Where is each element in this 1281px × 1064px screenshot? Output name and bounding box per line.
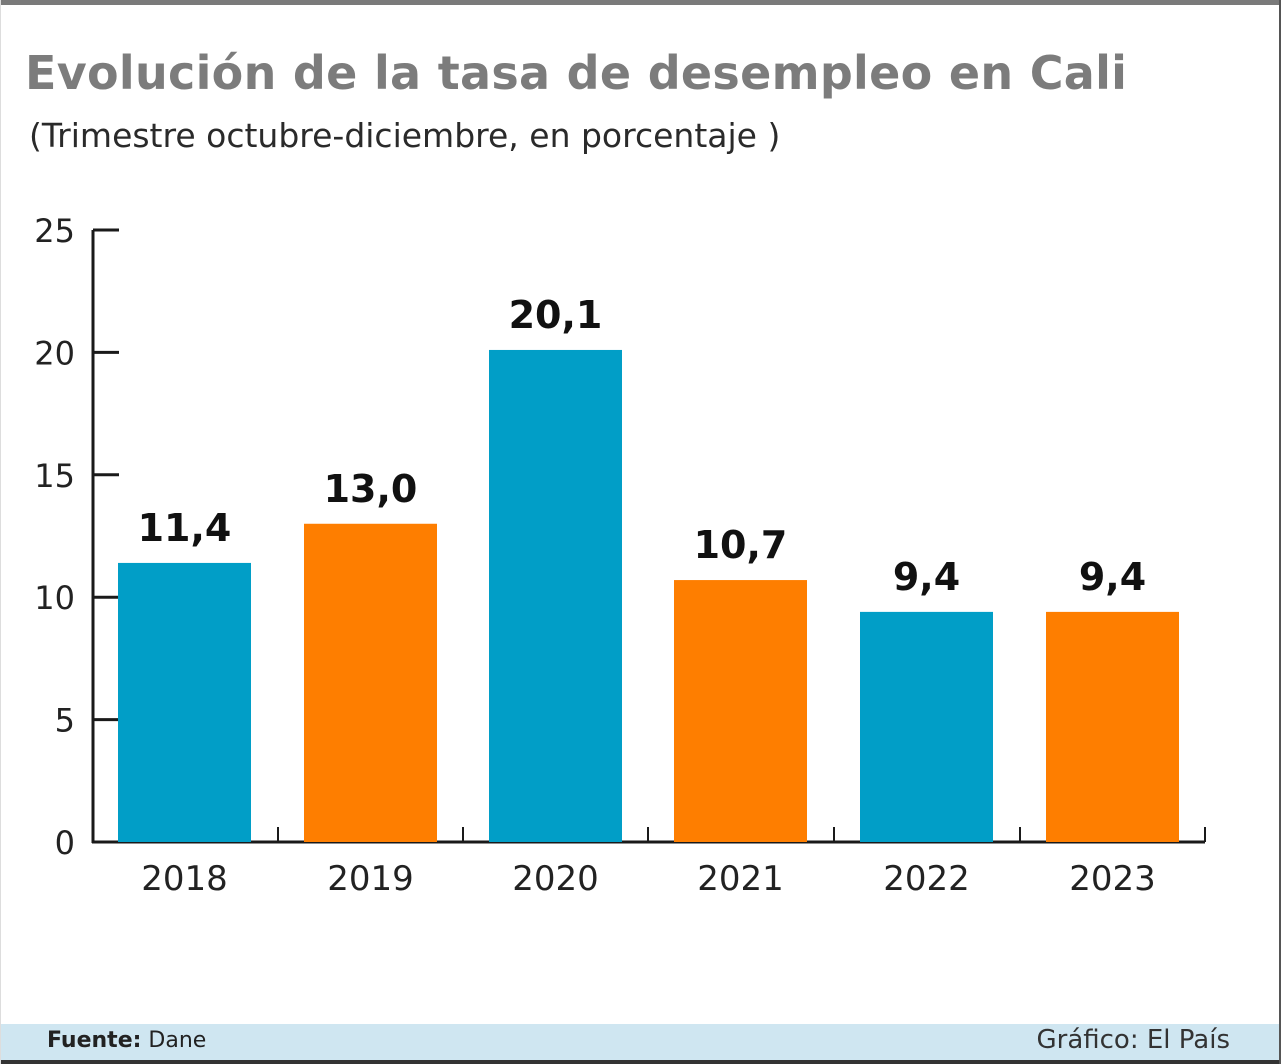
footer-bar: Fuente: Dane Gráfico: El País	[1, 1024, 1279, 1064]
data-label-2019: 13,0	[324, 467, 418, 511]
source-value: Dane	[148, 1028, 207, 1053]
data-label-2018: 11,4	[138, 506, 232, 550]
data-label-2021: 10,7	[694, 523, 788, 567]
bar-2023	[1046, 611, 1179, 842]
data-label-2020: 20,1	[509, 293, 603, 337]
bar-2021	[674, 580, 807, 842]
x-tick-label-2021: 2021	[697, 859, 784, 899]
top-rule	[1, 0, 1279, 5]
x-tick-label-2020: 2020	[512, 859, 599, 899]
y-tick-label-0: 0	[55, 824, 75, 862]
bar-chart: 0 5 10 15 20 25 11,4 2018 13,0 2019 20,1 2020 10,7 20…	[34, 212, 1206, 899]
data-label-2022: 9,4	[893, 555, 960, 599]
data-label-2023: 9,4	[1079, 555, 1146, 599]
x-tick-label-2019: 2019	[327, 859, 414, 899]
x-tick-label-2023: 2023	[1069, 859, 1156, 899]
x-tick-label-2018: 2018	[141, 859, 228, 899]
bar-2020	[489, 349, 622, 842]
bar-2018	[118, 562, 251, 842]
graphic-credit: Gráfico: El País	[1036, 1025, 1230, 1055]
bar-2019	[304, 523, 437, 842]
x-tick-label-2022: 2022	[883, 859, 970, 899]
source-key: Fuente:	[47, 1028, 142, 1053]
y-tick-label-15: 15	[34, 457, 75, 495]
source-note: Fuente: Dane	[47, 1028, 206, 1053]
y-tick-label-5: 5	[55, 702, 75, 740]
bar-2022	[860, 611, 993, 842]
y-tick-label-20: 20	[34, 334, 75, 372]
chart-subtitle: (Trimestre octubre-diciembre, en porcent…	[29, 116, 781, 155]
chart-title: Evolución de la tasa de desempleo en Cal…	[25, 46, 1128, 100]
y-tick-label-25: 25	[34, 212, 75, 250]
y-tick-label-10: 10	[34, 579, 75, 617]
